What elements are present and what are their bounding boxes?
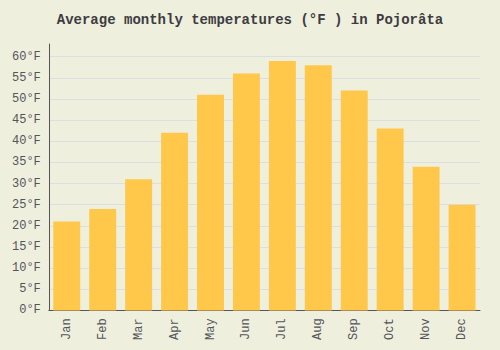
svg-text:15°F: 15°F — [12, 240, 41, 254]
svg-text:45°F: 45°F — [12, 113, 41, 127]
svg-text:Jul: Jul — [275, 318, 289, 340]
svg-text:Oct: Oct — [383, 318, 397, 340]
svg-text:50°F: 50°F — [12, 92, 41, 106]
svg-text:Nov: Nov — [419, 318, 433, 340]
svg-text:Apr: Apr — [168, 318, 182, 340]
svg-text:Sep: Sep — [347, 318, 361, 340]
svg-text:Aug: Aug — [311, 318, 325, 340]
svg-text:55°F: 55°F — [12, 71, 41, 85]
svg-text:Mar: Mar — [132, 318, 146, 340]
svg-text:Average monthly temperatures (: Average monthly temperatures (°F ) in Po… — [57, 12, 444, 28]
svg-text:60°F: 60°F — [12, 50, 41, 64]
svg-text:20°F: 20°F — [12, 219, 41, 233]
svg-text:Jun: Jun — [239, 318, 253, 340]
svg-text:5°F: 5°F — [19, 282, 41, 296]
svg-text:Jan: Jan — [60, 318, 74, 340]
svg-text:35°F: 35°F — [12, 155, 41, 169]
svg-text:30°F: 30°F — [12, 177, 41, 191]
svg-text:40°F: 40°F — [12, 134, 41, 148]
svg-text:25°F: 25°F — [12, 198, 41, 212]
svg-text:Dec: Dec — [455, 318, 469, 340]
svg-text:10°F: 10°F — [12, 261, 41, 275]
svg-text:0°F: 0°F — [19, 303, 41, 317]
svg-text:Feb: Feb — [96, 318, 110, 340]
svg-text:May: May — [204, 318, 218, 340]
